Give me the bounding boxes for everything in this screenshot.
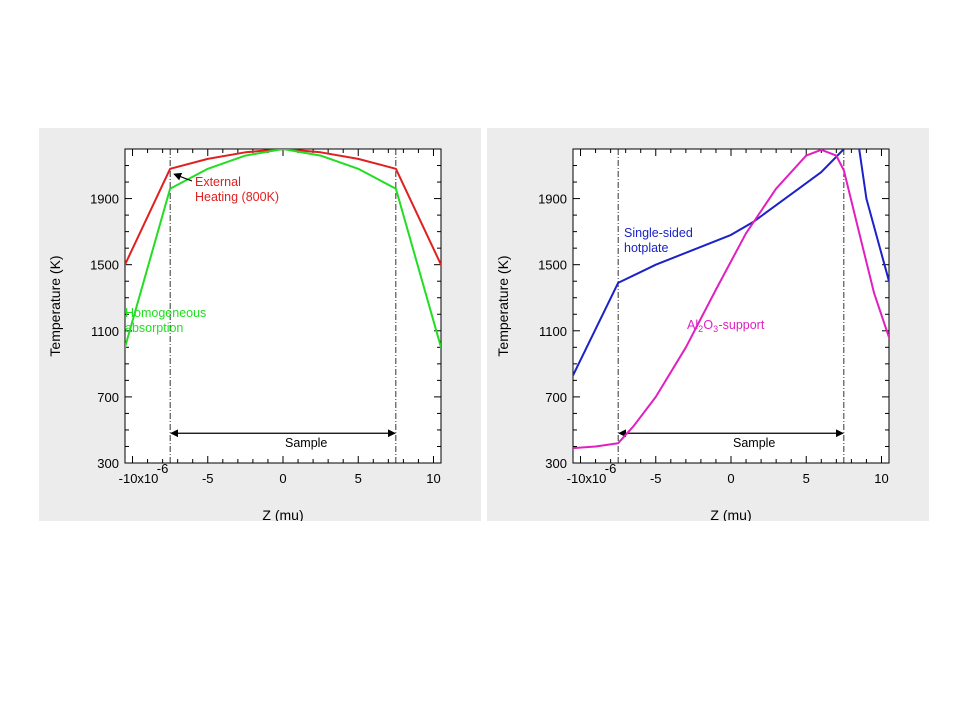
series-point-1 bbox=[617, 442, 619, 444]
y-tick-label: 1900 bbox=[538, 192, 567, 207]
annotation-text: External bbox=[195, 175, 241, 189]
x-tick-label: 5 bbox=[355, 471, 362, 486]
series-point-0 bbox=[797, 187, 800, 190]
series-point-0 bbox=[206, 158, 209, 160]
chart-panel-left: -10x10 -6 -5 0 5 10 300 700 1100 1500 1900 Z (mu) Te… bbox=[39, 128, 481, 521]
x-axis-label: Z (mu) bbox=[710, 507, 751, 521]
y-tick-label: 700 bbox=[97, 390, 119, 405]
series-point-0 bbox=[888, 280, 889, 283]
y-tick-label: 1500 bbox=[538, 258, 567, 273]
series-point-1 bbox=[440, 346, 441, 349]
series-point-1 bbox=[888, 336, 889, 339]
series-group bbox=[125, 149, 441, 349]
series-point-1 bbox=[632, 425, 634, 428]
x-axis-label: Z (mu) bbox=[262, 507, 303, 521]
series-line-1 bbox=[125, 149, 441, 348]
series-point-1 bbox=[594, 445, 597, 448]
plot-frame bbox=[572, 148, 890, 464]
series-point-1 bbox=[873, 291, 875, 294]
x-tick-label: 5 bbox=[803, 471, 810, 486]
annotation-part: 2 bbox=[698, 324, 703, 334]
series-point-1 bbox=[858, 230, 860, 233]
series-point-0 bbox=[730, 234, 732, 236]
series-point-1 bbox=[654, 396, 657, 398]
series-point-0 bbox=[319, 151, 322, 154]
annotation-part: 3 bbox=[713, 324, 718, 334]
series-point-1 bbox=[843, 169, 845, 172]
series-point-1 bbox=[745, 232, 747, 235]
annotation-text: Sample bbox=[733, 436, 775, 450]
temperature-chart-right: -10x10-6 -5 0 5 10 300 700 1100 1500 1900 Z (mu) Te… bbox=[495, 148, 890, 521]
series-point-1 bbox=[319, 154, 322, 157]
series-point-1 bbox=[244, 154, 247, 157]
series-point-0 bbox=[357, 158, 360, 160]
y-tick-label: 1500 bbox=[90, 258, 119, 273]
series-point-0 bbox=[169, 168, 171, 170]
chart-panel-right: -10x10 -6 -5 0 5 10 300 700 1100 1500 1900 Z (mu) Te… bbox=[487, 128, 929, 521]
series-point-1 bbox=[169, 187, 171, 190]
series-point-1 bbox=[820, 149, 823, 151]
series-point-1 bbox=[573, 447, 574, 449]
series-line-1 bbox=[573, 149, 889, 450]
series-point-1 bbox=[685, 346, 687, 349]
y-tick-label: 1900 bbox=[90, 192, 119, 207]
x-tick-label: -10x10 bbox=[119, 471, 159, 486]
x-tick-label: 10 bbox=[426, 471, 440, 486]
series-point-1 bbox=[805, 154, 808, 157]
annotation-pointer-arrow bbox=[173, 172, 193, 182]
series-point-1 bbox=[395, 187, 397, 190]
series-point-0 bbox=[617, 282, 619, 284]
series-point-1 bbox=[715, 288, 717, 291]
y-tick-label: 1100 bbox=[539, 324, 567, 339]
x-tick-label-exponent: -6 bbox=[605, 461, 617, 476]
series-point-0 bbox=[820, 171, 823, 173]
series-line-0 bbox=[125, 149, 441, 266]
annotation-text: absorption bbox=[125, 321, 183, 335]
y-tick-label: 700 bbox=[545, 390, 567, 405]
series-point-0 bbox=[125, 263, 126, 266]
series-point-0 bbox=[692, 249, 695, 251]
series-point-1 bbox=[206, 168, 209, 170]
series-point-1 bbox=[357, 168, 360, 170]
y-tick-label: 1100 bbox=[91, 324, 119, 339]
annotation-text: Homogeneous bbox=[125, 306, 206, 320]
x-tick-label: 0 bbox=[727, 471, 734, 486]
y-tick-label: 300 bbox=[97, 456, 119, 471]
series-point-1 bbox=[282, 149, 284, 150]
x-tick-label: -5 bbox=[650, 471, 662, 486]
y-axis-label: Temperature (K) bbox=[47, 255, 63, 356]
x-tick-label: 0 bbox=[279, 471, 286, 486]
x-tick-label: -10x10 bbox=[567, 471, 607, 486]
series-point-1 bbox=[835, 154, 838, 157]
plot-frame bbox=[124, 148, 442, 464]
x-tick-label: 10 bbox=[874, 471, 888, 486]
annotation-text: Single-sided bbox=[624, 226, 693, 240]
series-point-1 bbox=[775, 187, 777, 190]
x-tick-label: -5 bbox=[202, 471, 214, 486]
x-tick-label-exponent: -6 bbox=[157, 461, 169, 476]
annotation-part: Al bbox=[687, 318, 698, 332]
series-point-0 bbox=[244, 151, 247, 154]
series-point-0 bbox=[395, 168, 397, 170]
series-point-1 bbox=[125, 346, 126, 349]
y-axis-label: Temperature (K) bbox=[495, 255, 511, 356]
series-point-0 bbox=[573, 374, 574, 377]
annotation-text: hotplate bbox=[624, 241, 669, 255]
annotation-text: Al2 O3 -support bbox=[687, 318, 765, 334]
y-tick-label: 300 bbox=[545, 456, 567, 471]
annotation-text: Heating (800K) bbox=[195, 190, 279, 204]
series-point-0 bbox=[440, 263, 441, 266]
series-point-0 bbox=[775, 204, 777, 206]
annotation-text: Sample bbox=[285, 436, 327, 450]
annotation-part: -support bbox=[718, 318, 764, 332]
annotation-part: O bbox=[703, 318, 713, 332]
series-point-0 bbox=[843, 149, 845, 150]
series-point-0 bbox=[654, 263, 657, 266]
temperature-chart-left: -10x10-6 -5 0 5 10 300 700 1100 1500 1900 Z (mu) Te… bbox=[47, 148, 442, 521]
series-point-0 bbox=[865, 197, 868, 200]
series-group bbox=[573, 149, 889, 450]
